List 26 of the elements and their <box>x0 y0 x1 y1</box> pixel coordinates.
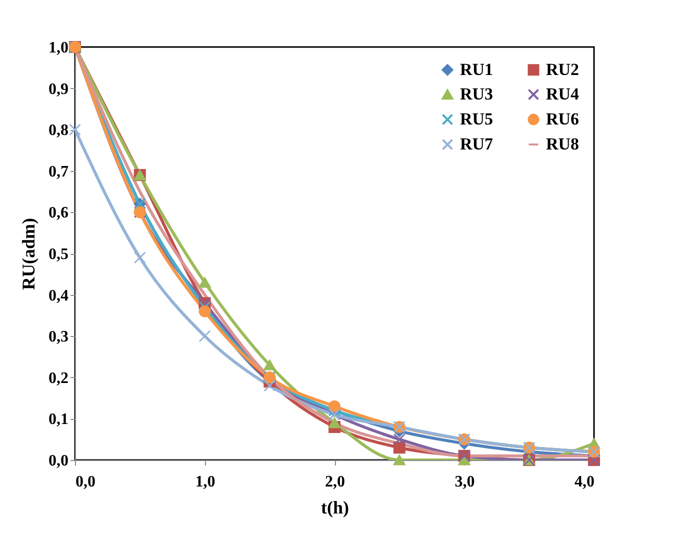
x-axis-title: t(h) <box>321 498 349 518</box>
legend-label: RU1 <box>460 60 494 79</box>
legend-label: RU8 <box>546 134 580 154</box>
x-tick-label: 1,0 <box>195 474 216 490</box>
y-tick-label: 0,0 <box>48 452 68 470</box>
x-tick-label: 0,0 <box>76 474 96 490</box>
legend-label: RU4 <box>546 84 580 104</box>
legend-label: RU3 <box>460 84 494 104</box>
legend-label: RU2 <box>546 60 580 79</box>
x-tick-label: 2,0 <box>325 474 345 490</box>
y-tick-label: 0,7 <box>48 163 68 180</box>
legend-label: RU5 <box>460 110 494 128</box>
y-axis-title: RU(adm) <box>18 218 38 290</box>
x-tick-label: 4,0 <box>574 474 594 490</box>
y-tick-label: 0,6 <box>48 204 68 222</box>
y-tick-label: 0,4 <box>48 287 68 304</box>
y-tick-label: 0,8 <box>48 122 68 140</box>
y-tick-label: 1,0 <box>48 40 68 56</box>
y-tick-label: 0,2 <box>48 370 68 387</box>
y-tick-label: 0,3 <box>48 328 68 346</box>
y-tick-label: 0,9 <box>48 80 68 98</box>
y-tick-label: 0,1 <box>48 411 68 428</box>
y-tick-label: 0,5 <box>48 246 68 263</box>
x-tick-label: 3,0 <box>454 474 475 490</box>
legend-label: RU7 <box>460 134 494 154</box>
legend-label: RU6 <box>546 110 580 128</box>
